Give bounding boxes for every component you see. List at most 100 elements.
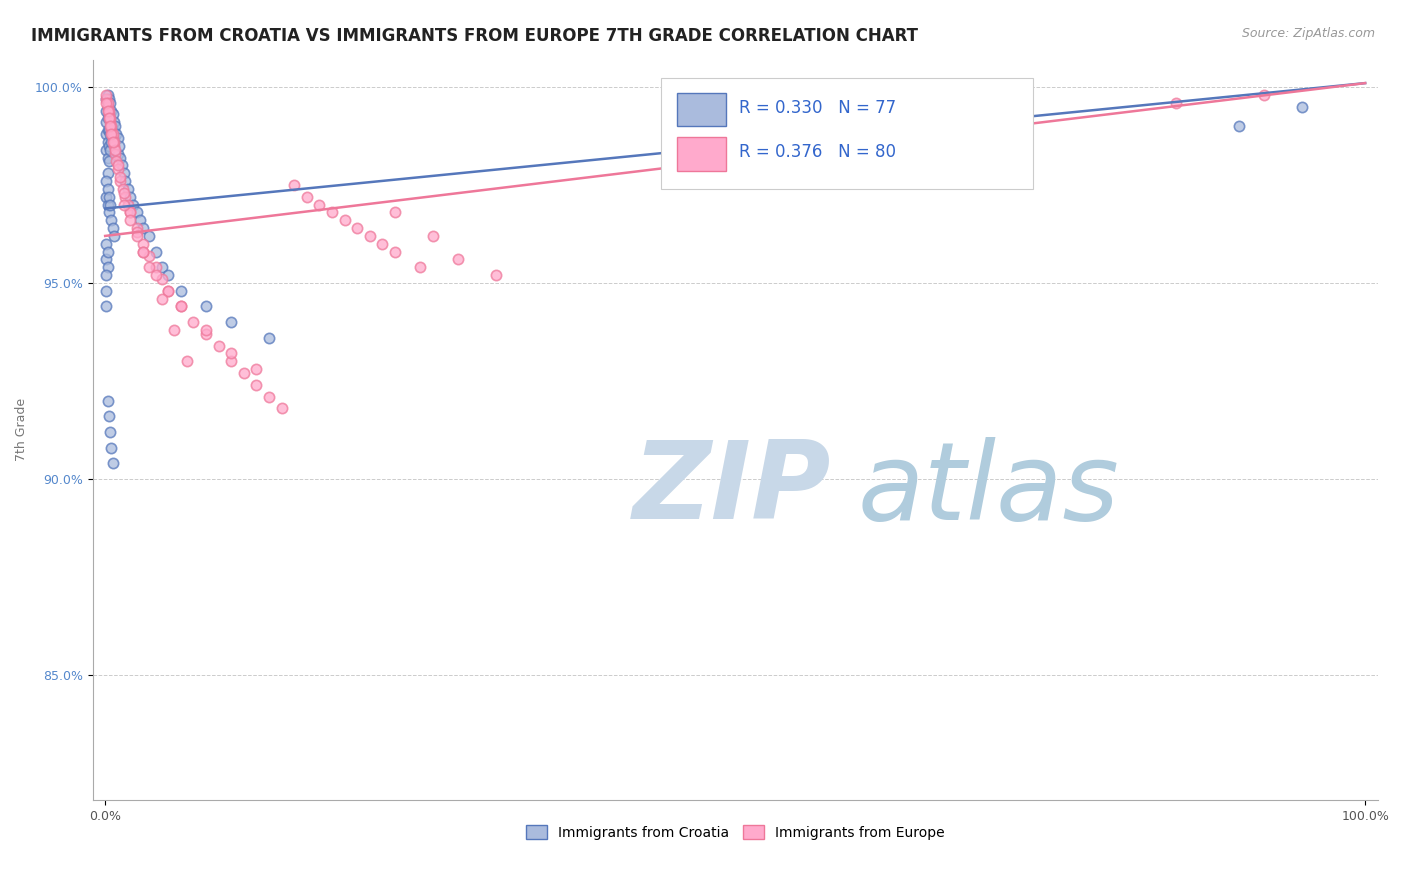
Point xyxy=(219,346,242,360)
Point xyxy=(787,158,810,172)
Point xyxy=(110,158,132,172)
Point xyxy=(97,87,120,102)
Point xyxy=(110,151,132,165)
Point xyxy=(125,205,148,219)
Point xyxy=(346,221,368,235)
Point xyxy=(96,87,118,102)
Point xyxy=(97,112,120,126)
Point xyxy=(125,228,148,243)
Point xyxy=(110,174,132,188)
Point xyxy=(138,248,160,262)
Bar xyxy=(678,137,725,170)
Point xyxy=(97,138,120,153)
Point xyxy=(138,228,160,243)
Point xyxy=(97,166,120,180)
Point xyxy=(100,103,122,118)
Point xyxy=(132,236,155,251)
Point xyxy=(97,409,120,424)
Point xyxy=(103,131,125,145)
Point xyxy=(110,170,132,185)
Point xyxy=(194,323,217,337)
Point xyxy=(96,252,118,267)
Point xyxy=(96,284,118,298)
Point xyxy=(97,103,120,118)
Point xyxy=(98,95,121,110)
Point xyxy=(98,112,121,126)
Point xyxy=(97,393,120,408)
Point xyxy=(207,338,229,352)
Point xyxy=(101,221,124,235)
Point xyxy=(96,300,118,314)
Point xyxy=(97,151,120,165)
Point xyxy=(170,300,193,314)
Point xyxy=(295,190,318,204)
Point xyxy=(145,268,167,282)
Point xyxy=(1227,119,1250,133)
Point xyxy=(1166,95,1188,110)
Point xyxy=(150,292,173,306)
Text: R = 0.330   N = 77: R = 0.330 N = 77 xyxy=(740,99,896,117)
Text: Source: ZipAtlas.com: Source: ZipAtlas.com xyxy=(1241,27,1375,40)
Point xyxy=(232,366,254,380)
Point xyxy=(101,123,124,137)
Point xyxy=(101,107,124,121)
Point xyxy=(333,213,356,227)
Point xyxy=(98,197,121,211)
Point xyxy=(270,401,292,416)
Point xyxy=(114,190,136,204)
Point xyxy=(245,362,267,376)
Point xyxy=(98,127,121,141)
Point xyxy=(103,138,125,153)
Point xyxy=(447,252,470,267)
Point xyxy=(117,182,139,196)
Point xyxy=(96,143,118,157)
Point xyxy=(96,115,118,129)
Point xyxy=(111,182,134,196)
Point xyxy=(107,131,129,145)
Point xyxy=(219,354,242,368)
Point xyxy=(117,197,139,211)
Point xyxy=(308,197,330,211)
Point xyxy=(97,260,120,275)
Point xyxy=(125,221,148,235)
Point xyxy=(97,182,120,196)
Point xyxy=(97,244,120,259)
Point xyxy=(97,100,120,114)
Point xyxy=(101,456,124,470)
Point xyxy=(104,146,127,161)
Text: R = 0.376   N = 80: R = 0.376 N = 80 xyxy=(740,144,896,161)
Point xyxy=(103,115,125,129)
Point xyxy=(96,268,118,282)
Point xyxy=(100,127,122,141)
Point xyxy=(132,221,155,235)
Point xyxy=(97,154,120,169)
Point xyxy=(100,119,122,133)
Point xyxy=(97,92,120,106)
Point xyxy=(257,331,280,345)
Point xyxy=(107,162,129,177)
Point xyxy=(103,228,125,243)
Text: ZIP: ZIP xyxy=(633,436,831,542)
Point xyxy=(183,315,205,329)
Point xyxy=(105,127,128,141)
Point xyxy=(101,127,124,141)
Point xyxy=(97,95,120,110)
Point xyxy=(150,272,173,286)
Point xyxy=(97,103,120,118)
Point xyxy=(157,284,180,298)
Point xyxy=(98,425,121,439)
Point xyxy=(194,326,217,341)
Point xyxy=(97,123,120,137)
Point xyxy=(384,244,406,259)
Y-axis label: 7th Grade: 7th Grade xyxy=(15,399,28,461)
Point xyxy=(96,103,118,118)
Point xyxy=(112,197,135,211)
Point xyxy=(108,138,131,153)
Point xyxy=(97,100,120,114)
Point xyxy=(157,268,180,282)
Point xyxy=(129,213,152,227)
Point xyxy=(98,119,121,133)
Point xyxy=(112,166,135,180)
Point xyxy=(170,284,193,298)
Point xyxy=(98,115,121,129)
